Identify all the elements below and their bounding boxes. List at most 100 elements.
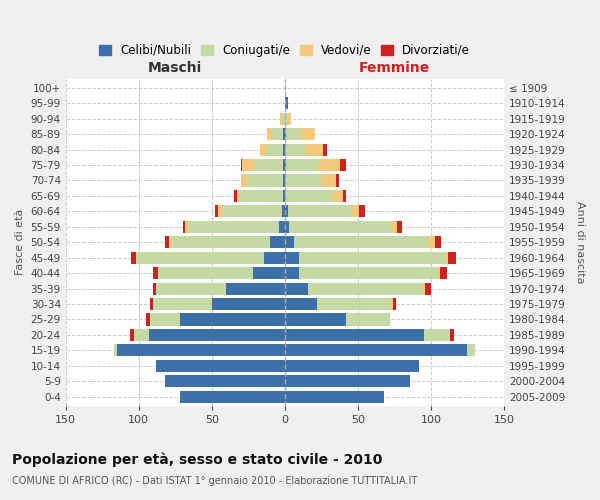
Bar [336, 174, 339, 186]
Bar [266, 144, 283, 156]
Bar [438, 267, 440, 279]
Bar [285, 282, 308, 294]
Bar [435, 236, 441, 248]
Bar [308, 282, 422, 294]
Bar [154, 298, 212, 310]
Bar [301, 128, 316, 140]
Bar [285, 344, 467, 356]
Legend: Celibi/Nubili, Coniugati/e, Vedovi/e, Divorziati/e: Celibi/Nubili, Coniugati/e, Vedovi/e, Di… [96, 40, 474, 60]
Bar [428, 236, 435, 248]
Bar [340, 159, 346, 171]
Bar [241, 159, 242, 171]
Bar [319, 159, 340, 171]
Bar [285, 252, 299, 264]
Bar [285, 360, 419, 372]
Bar [188, 221, 279, 233]
Bar [156, 282, 226, 294]
Bar [283, 159, 285, 171]
Bar [390, 298, 393, 310]
Bar [136, 252, 265, 264]
Bar [288, 112, 290, 124]
Bar [285, 190, 332, 202]
Bar [422, 282, 425, 294]
Bar [343, 190, 346, 202]
Bar [221, 206, 282, 218]
Bar [179, 390, 285, 402]
Bar [317, 298, 390, 310]
Y-axis label: Fasce di età: Fasce di età [15, 209, 25, 276]
Y-axis label: Anni di nascita: Anni di nascita [575, 201, 585, 283]
Bar [151, 298, 154, 310]
Bar [352, 206, 359, 218]
Bar [283, 144, 285, 156]
Bar [239, 190, 283, 202]
Bar [146, 314, 151, 326]
Bar [289, 221, 391, 233]
Bar [179, 314, 285, 326]
Bar [359, 206, 365, 218]
Bar [212, 298, 285, 310]
Bar [165, 375, 285, 388]
Bar [285, 314, 346, 326]
Bar [282, 206, 285, 218]
Bar [253, 267, 285, 279]
Bar [226, 282, 285, 294]
Bar [131, 252, 136, 264]
Bar [154, 267, 158, 279]
Bar [285, 390, 384, 402]
Bar [280, 112, 282, 124]
Bar [215, 206, 218, 218]
Bar [283, 128, 285, 140]
Bar [156, 360, 285, 372]
Bar [299, 267, 438, 279]
Bar [169, 236, 171, 248]
Bar [265, 252, 285, 264]
Bar [151, 314, 179, 326]
Bar [218, 206, 221, 218]
Bar [467, 344, 475, 356]
Bar [424, 329, 450, 341]
Bar [282, 112, 285, 124]
Bar [130, 329, 134, 341]
Bar [285, 174, 322, 186]
Bar [286, 159, 319, 171]
Bar [272, 128, 283, 140]
Bar [322, 174, 336, 186]
Bar [283, 174, 285, 186]
Bar [270, 236, 285, 248]
Bar [323, 144, 327, 156]
Bar [233, 190, 236, 202]
Bar [158, 267, 253, 279]
Bar [293, 236, 428, 248]
Bar [285, 144, 305, 156]
Bar [149, 329, 285, 341]
Bar [114, 344, 117, 356]
Text: Popolazione per età, sesso e stato civile - 2010: Popolazione per età, sesso e stato civil… [12, 452, 382, 467]
Bar [279, 221, 285, 233]
Bar [286, 128, 301, 140]
Bar [117, 344, 285, 356]
Bar [397, 221, 401, 233]
Bar [260, 144, 266, 156]
Bar [305, 144, 323, 156]
Bar [285, 98, 288, 110]
Bar [236, 190, 239, 202]
Bar [242, 159, 254, 171]
Bar [285, 298, 317, 310]
Bar [285, 375, 410, 388]
Bar [393, 298, 396, 310]
Bar [154, 282, 156, 294]
Bar [283, 190, 285, 202]
Bar [285, 112, 288, 124]
Text: COMUNE DI AFRICO (RC) - Dati ISTAT 1° gennaio 2010 - Elaborazione TUTTITALIA.IT: COMUNE DI AFRICO (RC) - Dati ISTAT 1° ge… [12, 476, 417, 486]
Bar [185, 221, 188, 233]
Bar [134, 329, 149, 341]
Bar [391, 221, 397, 233]
Bar [285, 329, 424, 341]
Bar [285, 159, 286, 171]
Bar [288, 206, 352, 218]
Bar [299, 252, 446, 264]
Bar [450, 329, 454, 341]
Bar [285, 236, 293, 248]
Bar [171, 236, 270, 248]
